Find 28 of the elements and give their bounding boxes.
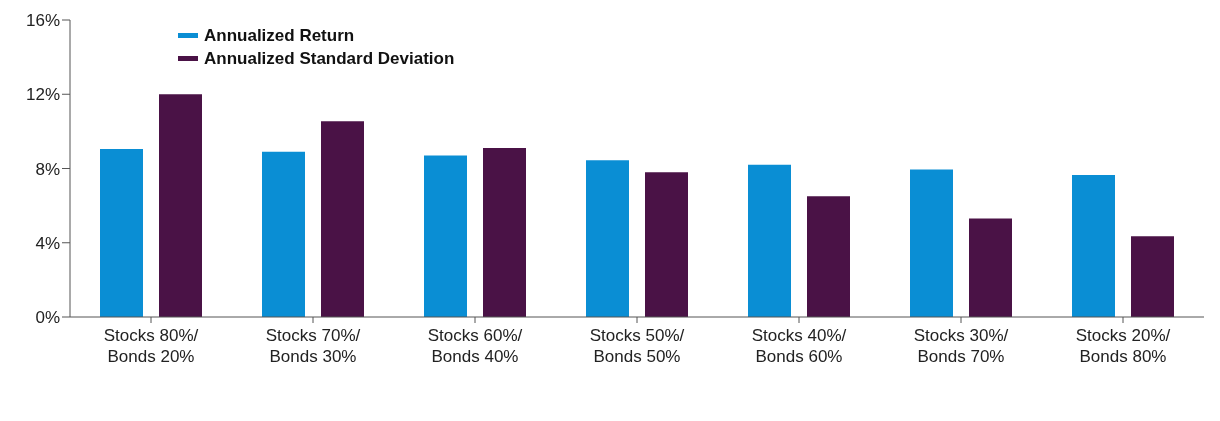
bar xyxy=(321,121,364,317)
bar xyxy=(262,151,305,317)
bar xyxy=(586,160,629,317)
bar xyxy=(483,148,526,317)
x-tick-label: Stocks 80%/ Bonds 20% xyxy=(103,326,199,366)
bar xyxy=(1072,175,1115,317)
x-tick-label: Stocks 20%/ Bonds 80% xyxy=(1075,326,1171,366)
bar xyxy=(969,218,1012,317)
y-tick-label: 0% xyxy=(35,308,60,328)
legend-label: Annualized Standard Deviation xyxy=(203,47,456,70)
y-tick-label: 4% xyxy=(35,233,60,253)
legend-label: Annualized Return xyxy=(203,24,356,47)
bar xyxy=(807,196,850,317)
x-tick-label: Stocks 40%/ Bonds 60% xyxy=(751,326,847,366)
x-tick-label: Stocks 50%/ Bonds 50% xyxy=(589,326,685,366)
bar xyxy=(159,94,202,317)
x-tick-label: Stocks 70%/ Bonds 30% xyxy=(265,326,361,366)
bar xyxy=(1131,236,1174,317)
y-tick-label: 12% xyxy=(25,85,60,105)
bar xyxy=(645,172,688,317)
bar xyxy=(424,155,467,317)
bar xyxy=(910,169,953,317)
x-tick-label: Stocks 60%/ Bonds 40% xyxy=(427,326,523,366)
y-tick-label: 16% xyxy=(25,11,60,31)
y-tick-label: 8% xyxy=(35,159,60,179)
bar xyxy=(748,164,791,317)
x-tick-label: Stocks 30%/ Bonds 70% xyxy=(913,326,1009,366)
bar xyxy=(100,149,143,317)
